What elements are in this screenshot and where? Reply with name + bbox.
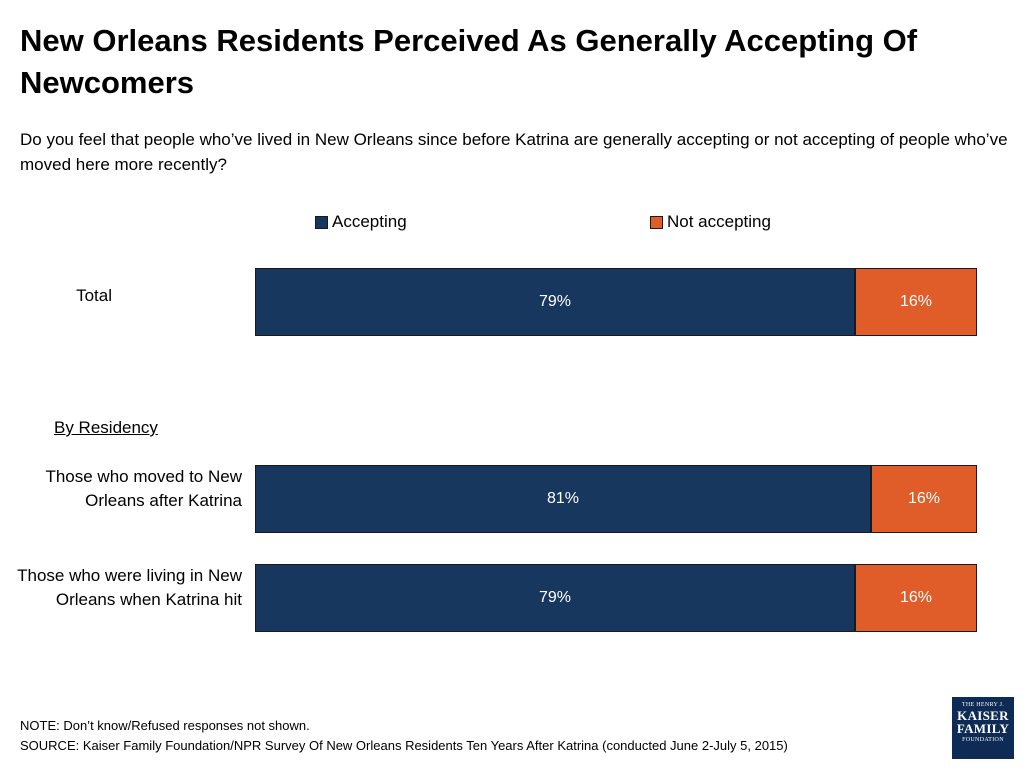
row-label-living-when-hit: Those who were living in New Orleans whe… — [17, 566, 242, 609]
bar-label-not-accepting-0: 16% — [899, 293, 933, 310]
legend-label-accepting: Accepting — [332, 212, 407, 231]
group-label-by-residency: By Residency — [54, 418, 158, 437]
bar-not-accepting-0: 16% — [855, 268, 977, 336]
bar-label-not-accepting-1: 16% — [907, 490, 941, 507]
footer-notes: NOTE: Don’t know/Refused responses not s… — [20, 716, 788, 756]
chart-title: New Orleans Residents Perceived As Gener… — [20, 23, 918, 100]
chart-subtitle: Do you feel that people who’ve lived in … — [20, 130, 1008, 174]
bar-accepting-2: 79% — [255, 564, 855, 632]
bar-accepting-1: 81% — [255, 465, 871, 533]
bar-not-accepting-1: 16% — [871, 465, 977, 533]
row-label-total: Total — [76, 286, 112, 305]
legend-item-not-accepting: Not accepting — [650, 212, 771, 232]
kaiser-family-foundation-logo: THE HENRY J. KAISER FAMILY FOUNDATION — [952, 697, 1014, 759]
bar-label-accepting-2: 79% — [538, 589, 572, 606]
footer-source: SOURCE: Kaiser Family Foundation/NPR Sur… — [20, 738, 788, 753]
row-label-moved-after: Those who moved to New Orleans after Kat… — [45, 467, 242, 510]
legend-swatch-accepting — [315, 215, 328, 229]
legend-label-not-accepting: Not accepting — [667, 212, 771, 231]
bar-accepting-0: 79% — [255, 268, 855, 336]
bar-label-not-accepting-2: 16% — [899, 589, 933, 606]
footer-note: NOTE: Don’t know/Refused responses not s… — [20, 718, 310, 733]
bar-label-accepting-0: 79% — [538, 293, 572, 310]
legend-swatch-not-accepting — [650, 215, 663, 229]
bar-not-accepting-2: 16% — [855, 564, 977, 632]
bar-label-accepting-1: 81% — [546, 490, 580, 507]
legend-item-accepting: Accepting — [315, 212, 407, 232]
